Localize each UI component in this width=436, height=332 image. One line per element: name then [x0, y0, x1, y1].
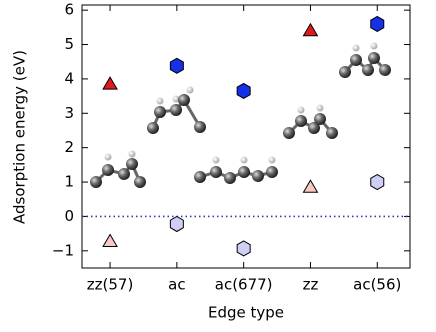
y-tick-label: −1	[52, 241, 74, 259]
marker	[302, 179, 319, 193]
x-tick-label: ac	[168, 276, 185, 294]
y-tick-label: 4	[64, 69, 74, 87]
x-tick-label: ac(56)	[353, 276, 401, 294]
y-tick-label: 6	[64, 1, 74, 19]
marker	[302, 22, 319, 37]
x-axis-label: Edge type	[208, 304, 284, 322]
atoms	[90, 42, 391, 188]
y-tick-label: 2	[64, 138, 74, 156]
marker	[169, 57, 184, 74]
marker	[370, 173, 385, 191]
marker	[102, 76, 118, 90]
y-tick-label: 1	[64, 173, 74, 191]
x-tick-label: zz(57)	[87, 276, 134, 294]
marker	[169, 215, 184, 233]
marker	[370, 15, 385, 32]
y-tick-label: 0	[64, 207, 74, 225]
x-tick-label: ac(677)	[215, 276, 273, 294]
y-tick-label: 3	[64, 104, 74, 122]
marker	[236, 240, 251, 257]
marker	[236, 82, 251, 100]
marker	[102, 233, 118, 248]
y-axis-label: Adsorption energy (eV)	[11, 50, 29, 224]
plot-frame	[81, 4, 411, 269]
x-tick-label: zz	[303, 276, 319, 294]
y-tick-label: 5	[64, 35, 74, 53]
